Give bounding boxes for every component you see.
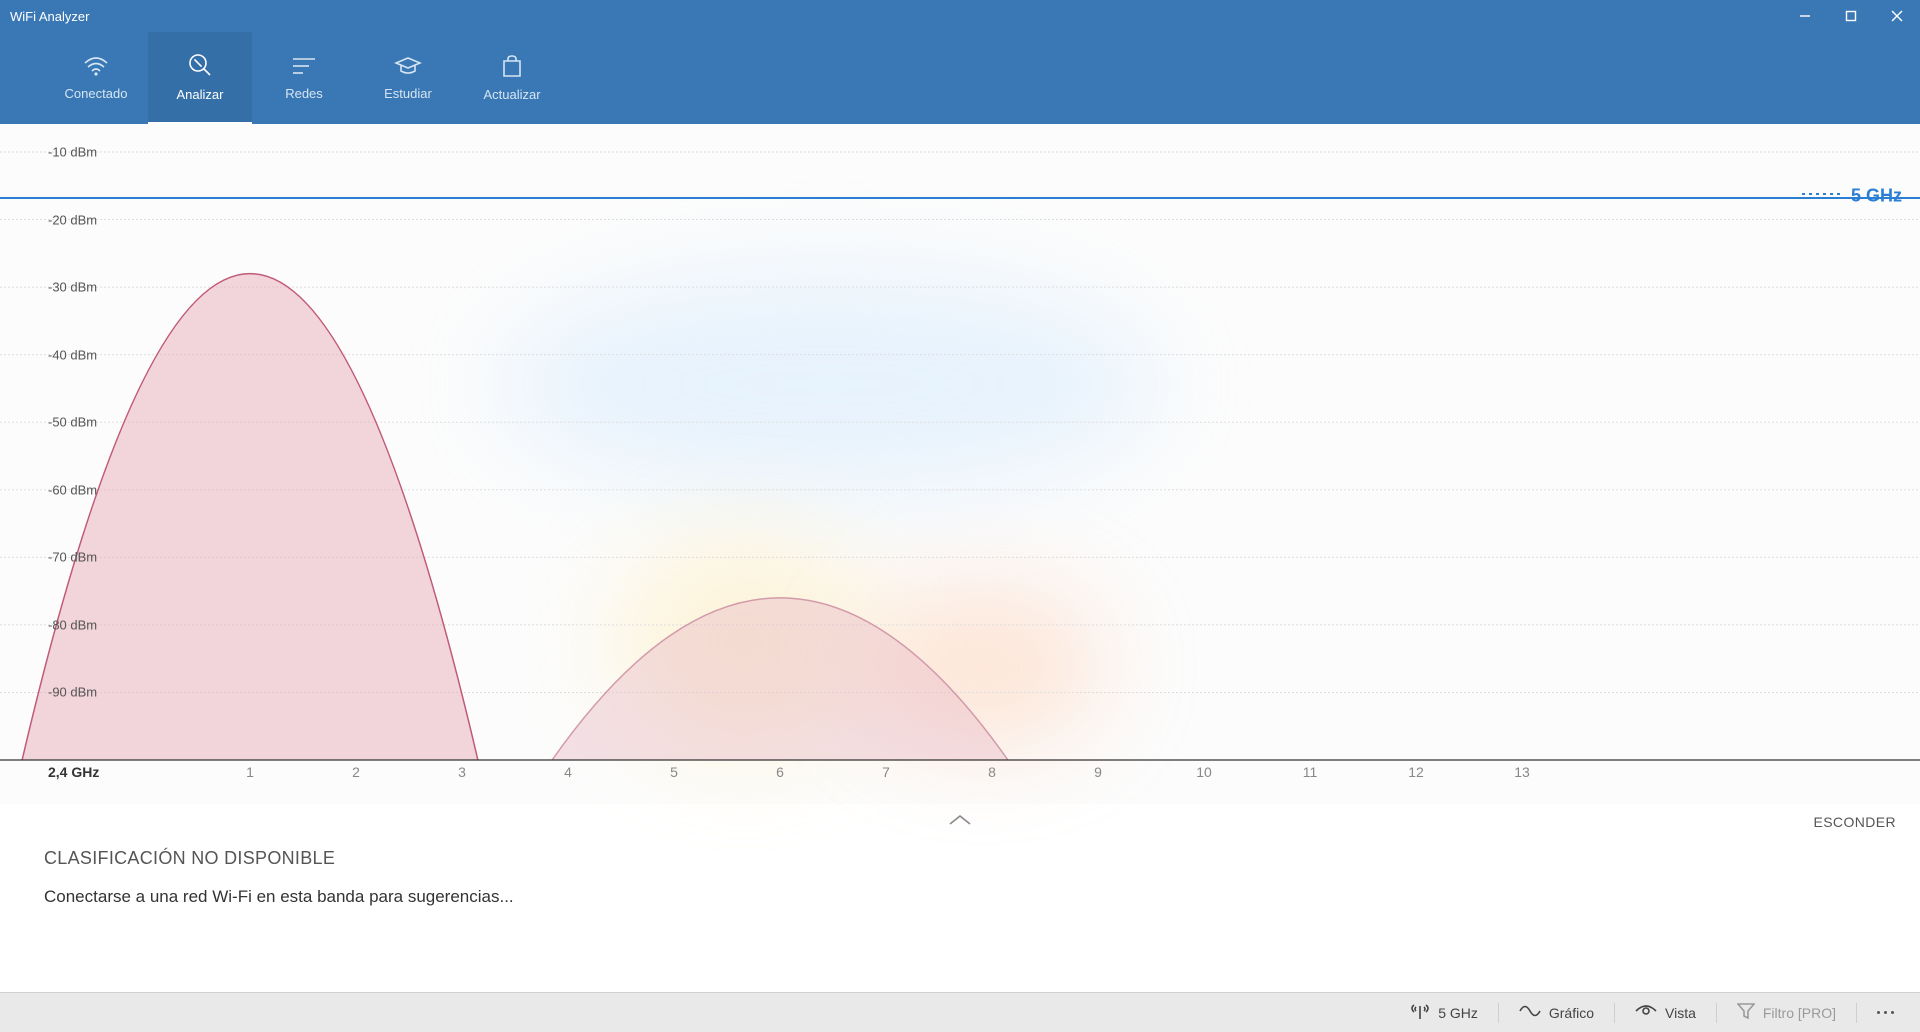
more-icon — [1891, 1011, 1894, 1014]
y-axis-label: -10 dBm — [48, 145, 97, 160]
x-axis-channel-label: 13 — [1514, 764, 1530, 780]
filter-icon — [1737, 1003, 1755, 1022]
chart-svg — [0, 124, 1920, 804]
x-axis-channel-label: 6 — [776, 764, 784, 780]
x-axis-channel-label: 5 — [670, 764, 678, 780]
x-axis-channel-label: 11 — [1303, 764, 1318, 780]
tab-label: Analizar — [177, 87, 224, 102]
y-axis-label: -20 dBm — [48, 212, 97, 227]
x-axis-channel-label: 8 — [988, 764, 996, 780]
x-axis-channel-label: 3 — [458, 764, 466, 780]
eye-icon — [1635, 1004, 1657, 1021]
y-axis-label: -50 dBm — [48, 415, 97, 430]
antenna-icon — [1410, 1002, 1430, 1023]
statusbar-band-selector[interactable]: 5 GHz — [1398, 998, 1490, 1027]
x-axis-channel-label: 9 — [1094, 764, 1102, 780]
panel-toggle-row: ESCONDER — [0, 804, 1920, 840]
tab-label: Actualizar — [483, 87, 540, 102]
statusbar-separator — [1856, 1003, 1857, 1023]
y-axis-label: -40 dBm — [48, 347, 97, 362]
window-minimize-button[interactable] — [1782, 0, 1828, 32]
tab-label: Redes — [285, 86, 323, 101]
x-axis-channel-label: 4 — [564, 764, 572, 780]
tab-label: Conectado — [65, 86, 128, 101]
y-axis-label: -80 dBm — [48, 617, 97, 632]
tab-label: Estudiar — [384, 86, 432, 101]
list-icon — [291, 55, 317, 80]
statusbar-label: Filtro [PRO] — [1763, 1005, 1836, 1021]
statusbar-chart-mode[interactable]: Gráfico — [1507, 1000, 1606, 1025]
statusbar-separator — [1614, 1003, 1615, 1023]
statusbar-label: 5 GHz — [1438, 1005, 1478, 1021]
statusbar-filter-pro: Filtro [PRO] — [1725, 999, 1848, 1026]
statusbar-label: Gráfico — [1549, 1005, 1594, 1021]
statusbar-separator — [1716, 1003, 1717, 1023]
tab-conectado[interactable]: Conectado — [44, 32, 148, 124]
tab-estudiar[interactable]: Estudiar — [356, 32, 460, 124]
main-toolbar: Conectado Analizar Redes Estudiar Actual… — [0, 32, 1920, 124]
tab-analizar[interactable]: Analizar — [148, 32, 252, 124]
spectrum-chart: -10 dBm -20 dBm -30 dBm -40 dBm -50 dBm -60 d… — [0, 124, 1920, 804]
suggestion-panel: CLASIFICACIÓN NO DISPONIBLE Conectarse a… — [0, 840, 1920, 950]
band-5ghz-label: 5 GHz — [1851, 185, 1902, 206]
y-axis-label: -60 dBm — [48, 482, 97, 497]
y-axis-label: -30 dBm — [48, 280, 97, 295]
wave-icon — [1519, 1004, 1541, 1021]
y-axis-label: -90 dBm — [48, 685, 97, 700]
magnifier-icon — [187, 52, 213, 81]
x-axis-channel-label: 10 — [1196, 764, 1212, 780]
status-bar: 5 GHz Gráfico Vista Filtro [PRO] — [0, 992, 1920, 1032]
titlebar: WiFi Analyzer — [0, 0, 1920, 32]
window-close-button[interactable] — [1874, 0, 1920, 32]
suggestion-title: CLASIFICACIÓN NO DISPONIBLE — [44, 848, 1876, 869]
graduation-cap-icon — [394, 55, 422, 80]
x-axis-channel-label: 2 — [352, 764, 360, 780]
x-axis-title: 2,4 GHz — [48, 764, 99, 780]
window-maximize-button[interactable] — [1828, 0, 1874, 32]
x-axis-channel-label: 1 — [246, 764, 254, 780]
tab-redes[interactable]: Redes — [252, 32, 356, 124]
x-axis-channel-label: 12 — [1408, 764, 1424, 780]
statusbar-view-mode[interactable]: Vista — [1623, 1000, 1708, 1025]
suggestion-message: Conectarse a una red Wi-Fi en esta banda… — [44, 887, 1876, 907]
app-title: WiFi Analyzer — [10, 9, 89, 24]
wifi-icon — [83, 55, 109, 80]
more-icon — [1884, 1011, 1887, 1014]
tab-actualizar[interactable]: Actualizar — [460, 32, 564, 124]
more-icon — [1877, 1011, 1880, 1014]
shopping-bag-icon — [500, 54, 524, 81]
statusbar-label: Vista — [1665, 1005, 1696, 1021]
hide-panel-button[interactable]: ESCONDER — [1813, 814, 1896, 830]
chevron-up-icon[interactable] — [946, 812, 974, 833]
x-axis-channel-label: 7 — [882, 764, 890, 780]
statusbar-more-button[interactable] — [1865, 1007, 1906, 1018]
y-axis-label: -70 dBm — [48, 550, 97, 565]
statusbar-separator — [1498, 1003, 1499, 1023]
